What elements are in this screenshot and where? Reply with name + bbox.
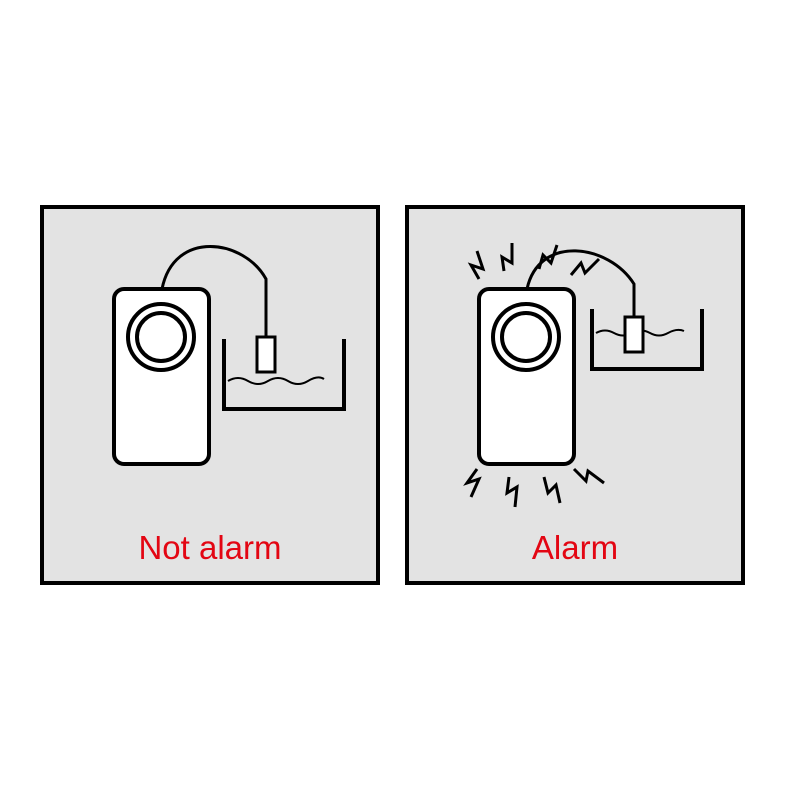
diagram-page: Not alarm Alarm bbox=[0, 0, 800, 800]
caption-alarm: Alarm bbox=[409, 529, 741, 567]
panel-alarm: Alarm bbox=[405, 205, 745, 585]
panel-not-alarm: Not alarm bbox=[40, 205, 380, 585]
caption-not-alarm: Not alarm bbox=[44, 529, 376, 567]
